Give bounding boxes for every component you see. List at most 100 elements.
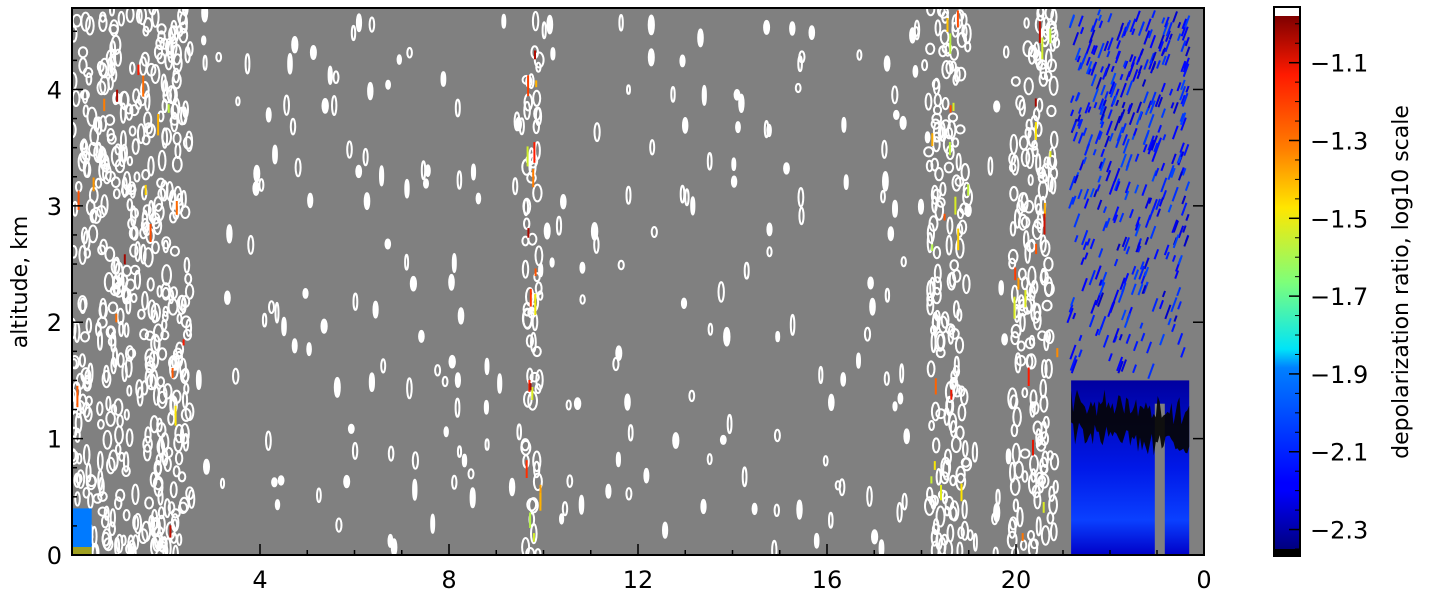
speckle-mark — [960, 520, 969, 541]
speckle-mark — [157, 30, 166, 44]
speckle-mark — [203, 458, 210, 475]
depolarization-mark — [1144, 236, 1150, 246]
depolarization-mark — [1170, 102, 1175, 109]
speckle-mark — [117, 10, 126, 27]
speckle-mark — [650, 226, 658, 238]
depolarization-mark — [1115, 180, 1121, 192]
depolarization-mark — [1145, 18, 1152, 32]
speckle-mark — [960, 457, 971, 468]
speckle-mark — [1025, 147, 1035, 169]
streak-mark — [956, 10, 959, 28]
depolarization-mark — [1093, 189, 1098, 198]
speckle-mark — [929, 276, 936, 299]
speckle-mark — [411, 451, 419, 470]
speckle-mark — [100, 194, 109, 216]
speckle-mark — [941, 97, 950, 111]
depolarization-mark — [1099, 114, 1106, 125]
speckle-mark — [456, 445, 463, 459]
speckle-mark — [926, 8, 936, 17]
speckle-mark — [80, 11, 91, 32]
depolarization-mark — [1070, 297, 1076, 307]
speckle-mark — [215, 51, 223, 63]
speckle-mark — [1018, 294, 1025, 309]
speckle-mark — [72, 25, 78, 43]
depolarization-mark — [1074, 47, 1082, 61]
depolarization-mark — [1070, 95, 1075, 104]
depolarization-mark — [1108, 353, 1113, 362]
y-tick-label: 0 — [47, 542, 62, 570]
depolarization-mark — [1097, 292, 1104, 307]
speckle-mark — [521, 537, 531, 555]
depolarization-mark — [1100, 106, 1107, 121]
depolarization-mark — [1180, 60, 1187, 73]
speckle-mark — [160, 432, 170, 453]
speckle-mark — [1030, 468, 1037, 483]
depolarization-mark — [1114, 50, 1122, 64]
depolarization-mark — [1150, 135, 1158, 151]
speckle-mark — [406, 377, 413, 400]
streak-mark — [1034, 122, 1037, 140]
speckle-mark — [112, 188, 121, 200]
depolarization-mark — [1098, 131, 1103, 140]
speckle-mark — [132, 534, 140, 551]
depolarization-mark — [1093, 101, 1098, 109]
depolarization-mark — [1183, 143, 1190, 157]
depolarization-mark — [1125, 70, 1131, 81]
depolarization-mark — [1100, 271, 1108, 286]
depolarization-mark — [1088, 314, 1096, 328]
speckle-mark — [1021, 387, 1029, 399]
speckle-mark — [85, 317, 93, 334]
depolarization-mark — [1177, 254, 1183, 265]
speckle-mark — [771, 539, 778, 555]
depolarization-mark — [1183, 15, 1191, 30]
depolarization-mark — [1109, 83, 1117, 98]
speckle-mark — [951, 137, 960, 148]
speckle-mark — [133, 512, 143, 535]
speckle-mark — [110, 258, 121, 275]
streak-mark — [149, 224, 152, 242]
speckle-mark — [730, 175, 738, 188]
speckle-mark — [783, 162, 790, 175]
streak-mark — [116, 89, 119, 102]
speckle-mark — [101, 370, 112, 389]
depolarization-mark — [1136, 101, 1143, 114]
streak-mark — [525, 460, 528, 478]
speckle-mark — [85, 395, 93, 407]
depolarization-mark — [1181, 195, 1187, 205]
speckle-mark — [525, 547, 536, 555]
speckle-mark — [157, 347, 168, 361]
depolarization-mark — [1132, 364, 1137, 374]
speckle-mark — [130, 205, 137, 227]
streak-mark — [1041, 37, 1044, 60]
speckle-mark — [1009, 477, 1021, 496]
depolarization-mark — [1083, 143, 1091, 156]
speckle-mark — [78, 245, 87, 265]
streak-mark — [528, 380, 531, 392]
depolarization-mark — [1168, 33, 1173, 40]
depolarization-mark — [1071, 121, 1077, 132]
speckle-mark — [627, 424, 634, 442]
speckle-mark — [955, 465, 966, 484]
speckle-mark — [1046, 104, 1057, 118]
speckle-mark — [892, 199, 898, 218]
speckle-mark — [156, 177, 166, 189]
depolarization-mark — [1107, 37, 1114, 51]
speckle-mark — [1015, 95, 1026, 111]
speckle-mark — [813, 532, 820, 549]
depolarization-mark — [1122, 60, 1127, 68]
speckle-mark — [945, 60, 955, 75]
speckle-mark — [618, 13, 624, 32]
speckle-mark — [93, 143, 104, 163]
speckle-mark — [789, 21, 796, 36]
speckle-mark — [834, 480, 842, 491]
depolarization-mark — [1184, 36, 1190, 47]
speckle-mark — [938, 8, 950, 19]
speckle-mark — [156, 417, 163, 433]
speckle-mark — [151, 240, 160, 255]
speckle-mark — [843, 174, 849, 191]
speckle-mark — [944, 381, 956, 403]
speckle-mark — [131, 483, 140, 505]
speckle-mark — [672, 432, 680, 449]
depolarization-mark — [1068, 196, 1075, 209]
colorbar-tick-label: −1.3 — [1310, 128, 1368, 156]
